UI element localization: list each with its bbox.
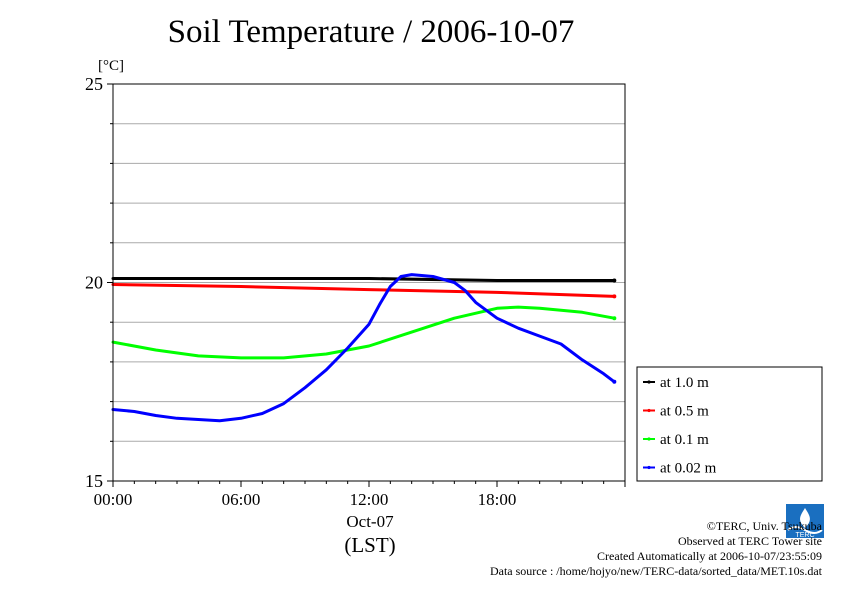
y-axis-ticks: 15 20 25	[85, 74, 113, 491]
series-end-point	[612, 379, 617, 384]
y-axis-label: [°C]	[98, 58, 124, 74]
series-lines	[111, 273, 617, 423]
legend-label: at 1.0 m	[660, 375, 709, 391]
created-text: Created Automatically at 2006-10-07/23:5…	[597, 549, 822, 563]
series-line	[111, 273, 616, 423]
y-tick-label: 20	[85, 273, 103, 293]
legend-marker	[647, 437, 651, 441]
series-line	[111, 277, 616, 282]
terc-logo: TERC	[786, 504, 824, 539]
legend: at 1.0 m at 0.5 m at 0.1 m at 0.02 m	[636, 366, 823, 482]
x-tick-label: 12:00	[350, 490, 389, 509]
series-end-point	[612, 278, 617, 283]
x-axis-date: Oct-07	[346, 512, 394, 531]
x-tick-label: 06:00	[222, 490, 261, 509]
legend-label: at 0.02 m	[660, 461, 717, 477]
observed-text: Observed at TERC Tower site	[677, 534, 822, 548]
footer-credits: ©TERC, Univ. Tsukuba Observed at TERC To…	[490, 519, 822, 579]
series-end-point	[612, 316, 617, 321]
series-line	[111, 283, 616, 298]
legend-marker	[647, 408, 651, 413]
x-axis-ticks: 00:00 06:00 12:00 18:00	[94, 481, 626, 509]
copyright-text: ©TERC, Univ. Tsukuba	[706, 519, 822, 533]
x-tick-label: 18:00	[478, 490, 517, 509]
legend-box	[636, 366, 823, 482]
series-line	[111, 305, 616, 360]
source-text: Data source : /home/hojyo/new/TERC-data/…	[489, 564, 822, 578]
legend-label: at 0.1 m	[660, 432, 709, 448]
grid-lines	[113, 123, 625, 442]
y-tick-label: 15	[85, 471, 103, 491]
x-axis-unit: (LST)	[344, 533, 395, 557]
svg-text:TERC: TERC	[795, 532, 814, 539]
x-tick-label: 00:00	[94, 490, 133, 509]
legend-marker	[647, 465, 651, 470]
series-end-point	[612, 294, 617, 299]
legend-marker	[647, 380, 651, 384]
legend-label: at 0.5 m	[660, 404, 709, 420]
y-tick-label: 25	[85, 74, 103, 94]
chart-title: Soil Temperature / 2006-10-07	[167, 14, 575, 50]
